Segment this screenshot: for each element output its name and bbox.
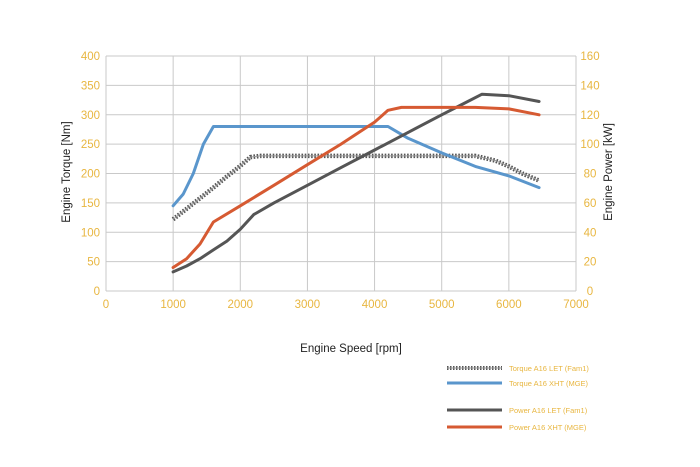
y-left-tick-label: 150 [81,198,100,210]
x-tick-label: 6000 [496,299,522,311]
y-right-tick-label: 60 [584,198,597,210]
x-tick-labels: 0 1000 2000 3000 4000 5000 6000 7000 [103,299,589,311]
y-right-tick-labels: 0 20 40 60 80 100 120 140 160 [580,51,599,298]
y-left-tick-label: 350 [81,80,100,92]
series-line-core-torque-a16-let-fam1 [172,155,540,220]
legend-label-torque-let: Torque A16 LET (Fam1) [509,364,589,373]
y-left-tick-label: 0 [94,286,100,298]
legend-item-torque-xht: Torque A16 XHT (MGE) [447,379,589,388]
y-right-tick-label: 120 [580,110,599,122]
y-left-tick-label: 300 [81,110,100,122]
y-right-tick-label: 160 [580,51,599,63]
legend-label-power-let: Power A16 LET (Fam1) [509,406,588,415]
y-right-tick-label: 0 [587,286,593,298]
legend-label-power-xht: Power A16 XHT (MGE) [509,423,587,432]
legend-item-torque-let: Torque A16 LET (Fam1) [447,364,589,373]
y-left-tick-label: 100 [81,227,100,239]
y-right-tick-label: 100 [580,139,599,151]
x-tick-label: 7000 [563,299,589,311]
y-right-axis-label: Engine Power [kW] [603,123,615,221]
x-tick-label: 3000 [295,299,321,311]
x-tick-label: 1000 [160,299,186,311]
y-left-tick-label: 250 [81,139,100,151]
y-left-tick-labels: 0 50 100 150 200 250 300 350 400 [81,51,100,298]
x-axis-label: Engine Speed [rpm] [300,343,402,355]
series-line-power-a16-let-fam1 [171,92,541,274]
y-left-axis-label: Engine Torque [Nm] [61,121,73,222]
y-right-tick-label: 80 [584,169,597,181]
x-tick-label: 0 [103,299,109,311]
x-tick-label: 5000 [429,299,455,311]
series-line-torque-a16-let-fam1 [171,153,540,222]
x-tick-label: 2000 [227,299,253,311]
series-line-power-a16-xht-mge [171,105,541,269]
series-lines [171,92,541,274]
x-tick-label: 4000 [362,299,388,311]
y-left-tick-label: 200 [81,169,100,181]
y-left-tick-label: 50 [87,257,100,269]
y-right-tick-label: 40 [584,227,597,239]
y-right-tick-label: 20 [584,257,597,269]
y-left-tick-label: 400 [81,51,100,63]
y-right-tick-label: 140 [580,80,599,92]
legend-item-power-let: Power A16 LET (Fam1) [447,406,588,415]
legend: Torque A16 LET (Fam1) Torque A16 XHT (MG… [447,364,589,432]
legend-item-power-xht: Power A16 XHT (MGE) [447,423,587,432]
legend-label-torque-xht: Torque A16 XHT (MGE) [509,379,589,388]
series-line-torque-a16-xht-mge [171,125,541,208]
